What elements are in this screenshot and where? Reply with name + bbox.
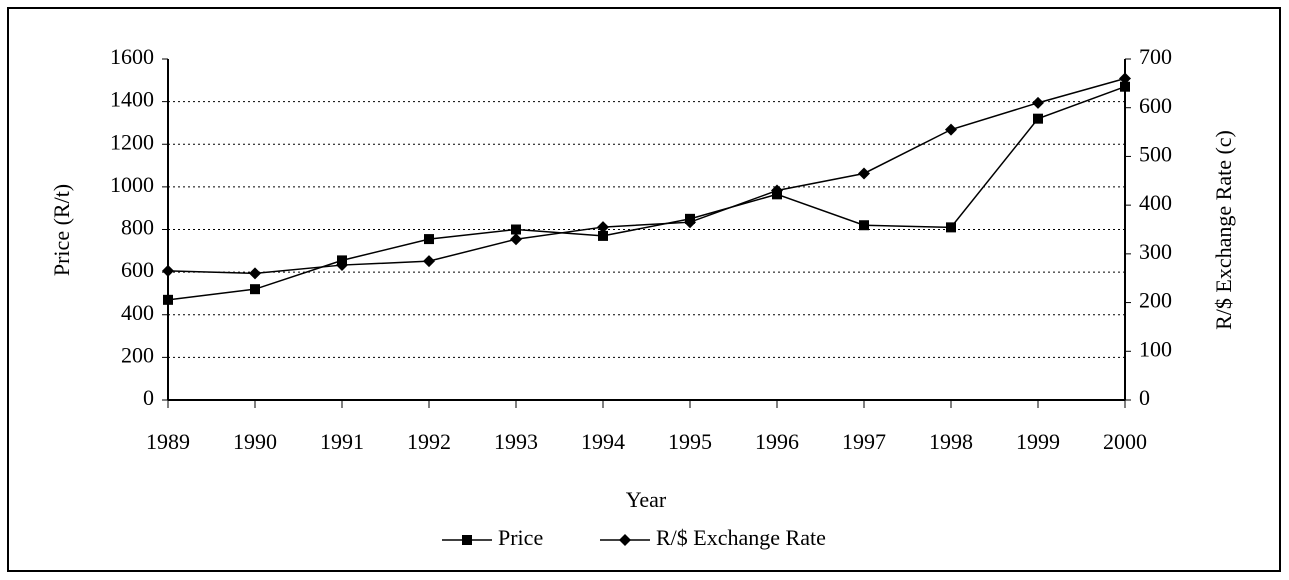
- y-tick-label: 1400: [110, 87, 154, 112]
- x-tick-label: 1993: [494, 429, 538, 454]
- data-point: [1120, 81, 1130, 92]
- data-point: [510, 233, 522, 246]
- data-point: [1119, 72, 1131, 85]
- y2-tick-label: 500: [1139, 141, 1172, 166]
- legend-label: R/$ Exchange Rate: [656, 525, 826, 550]
- x-tick-label: 1991: [320, 429, 364, 454]
- data-point: [945, 123, 957, 136]
- y2-tick-label: 600: [1139, 93, 1172, 118]
- y2-tick-label: 0: [1139, 385, 1150, 410]
- y2-axis-label: R/$ Exchange Rate (c): [1211, 130, 1236, 330]
- data-point: [597, 221, 609, 234]
- y2-tick-label: 200: [1139, 288, 1172, 313]
- x-tick-label: 2000: [1103, 429, 1147, 454]
- data-point: [163, 294, 173, 305]
- y-tick-label: 400: [121, 300, 154, 325]
- data-point: [598, 230, 608, 241]
- data-point: [511, 224, 521, 235]
- y-tick-label: 1600: [110, 44, 154, 69]
- legend-marker: [462, 535, 472, 545]
- x-tick-label: 1994: [581, 429, 625, 454]
- x-tick-label: 1999: [1016, 429, 1060, 454]
- data-point: [424, 234, 434, 245]
- data-point: [771, 184, 783, 197]
- y-axis-label: Price (R/t): [49, 184, 74, 276]
- data-point: [859, 220, 869, 231]
- series-line: [167, 86, 1126, 301]
- y2-tick-label: 300: [1139, 239, 1172, 264]
- data-point: [1033, 113, 1043, 124]
- chart-border: [7, 7, 1281, 572]
- x-tick-label: 1997: [842, 429, 886, 454]
- x-tick-label: 1989: [146, 429, 190, 454]
- data-point: [684, 216, 696, 229]
- data-point: [1032, 96, 1044, 109]
- x-tick-label: 1998: [929, 429, 973, 454]
- legend-label: Price: [498, 525, 543, 550]
- y-tick-label: 1000: [110, 172, 154, 197]
- y2-tick-label: 100: [1139, 336, 1172, 361]
- data-point: [336, 259, 348, 272]
- legend-marker: [619, 534, 631, 546]
- data-point: [162, 264, 174, 277]
- x-axis-label: Year: [626, 487, 667, 512]
- y-tick-label: 800: [121, 215, 154, 240]
- y-tick-label: 600: [121, 257, 154, 282]
- x-tick-label: 1990: [233, 429, 277, 454]
- data-point: [249, 267, 261, 280]
- data-point: [250, 284, 260, 295]
- y-tick-label: 0: [143, 385, 154, 410]
- y2-tick-label: 400: [1139, 190, 1172, 215]
- x-tick-label: 1992: [407, 429, 451, 454]
- y-tick-label: 1200: [110, 129, 154, 154]
- data-point: [423, 255, 435, 268]
- y2-tick-label: 700: [1139, 44, 1172, 69]
- x-tick-label: 1996: [755, 429, 799, 454]
- y-tick-label: 200: [121, 342, 154, 367]
- data-point: [858, 167, 870, 180]
- x-tick-label: 1995: [668, 429, 712, 454]
- data-point: [946, 222, 956, 233]
- series-line: [167, 77, 1126, 275]
